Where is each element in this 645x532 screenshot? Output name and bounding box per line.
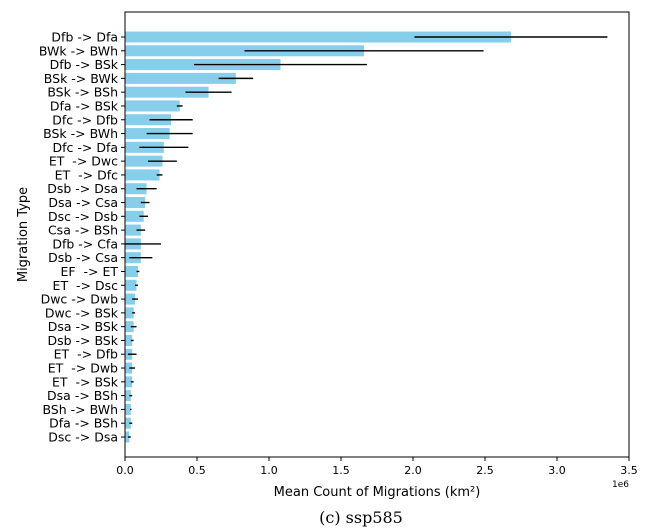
y-tick-label: Dsc -> Dsa <box>48 430 118 445</box>
y-tick-label: ET -> BSk <box>52 374 119 389</box>
x-tick-label: 1.0 <box>260 464 278 477</box>
bar <box>125 224 141 236</box>
bar <box>125 279 137 291</box>
y-tick-label: Dfc -> Dfa <box>52 140 118 155</box>
bar <box>125 114 172 126</box>
bar <box>125 362 133 374</box>
y-tick-label: Dsb -> Dsa <box>47 181 118 196</box>
x-tick-label: 2.0 <box>404 464 422 477</box>
bars-group <box>125 31 511 443</box>
y-tick-label: Dwc -> BSk <box>45 305 119 320</box>
x-tick-label: 0.5 <box>188 464 206 477</box>
y-tick-label: ET -> Dfb <box>54 347 118 362</box>
x-tick-label: 3.5 <box>620 464 638 477</box>
x-axis-offset-label: 1e6 <box>612 480 629 490</box>
bar <box>125 210 144 222</box>
y-tick-label: BSh -> BWh <box>42 402 118 417</box>
y-tick-label: Dfa -> BSk <box>50 98 119 113</box>
bar <box>125 321 134 333</box>
y-tick-label: Dsb -> Csa <box>48 250 118 265</box>
y-tick-label: Dfb -> Cfa <box>52 236 118 251</box>
y-tick-label: Dfb -> Dfa <box>51 30 118 45</box>
bar <box>125 155 163 167</box>
bar <box>125 100 180 112</box>
y-tick-label: Dwc -> Dwb <box>41 292 119 307</box>
y-tick-label: Dsa -> BSk <box>48 319 119 334</box>
y-tick-label: Dsb -> BSk <box>47 333 118 348</box>
bar <box>125 293 136 305</box>
bar <box>125 431 130 443</box>
bar <box>125 390 131 402</box>
bar <box>125 417 131 429</box>
x-tick-label: 3.0 <box>548 464 566 477</box>
y-tick-label: Dfc -> Dfb <box>52 112 118 127</box>
error-bars-group <box>125 36 608 438</box>
y-tick-label: Dfb -> BSk <box>50 57 119 72</box>
y-tick-label: ET -> Dwc <box>49 154 118 169</box>
y-tick-label: EF -> ET <box>60 264 118 279</box>
bar <box>125 403 131 415</box>
y-tick-label: ET -> Dsc <box>53 278 119 293</box>
y-tick-label: Dsa -> BSh <box>47 388 118 403</box>
y-tick-label: BSk -> BWh <box>43 126 118 141</box>
bar <box>125 86 209 98</box>
bar <box>125 265 138 277</box>
x-tick-label: 2.5 <box>476 464 494 477</box>
bar <box>125 197 146 209</box>
bar <box>125 72 236 84</box>
bar <box>125 376 133 388</box>
bar <box>125 183 147 195</box>
x-ticks-group: 0.0 0.5 1.0 1.5 2.0 2.5 3.0 3.5 <box>116 457 638 477</box>
bar <box>125 169 160 181</box>
figure-caption: (c) ssp585 <box>319 508 403 527</box>
plot-frame <box>124 11 630 458</box>
y-axis-label: Migration Type <box>16 187 31 282</box>
y-tick-label: Csa -> BSh <box>48 223 118 238</box>
bar <box>125 334 133 346</box>
y-tick-label: ET -> Dwb <box>48 361 118 376</box>
y-tick-label: BSk -> BSh <box>47 85 118 100</box>
bar <box>125 307 134 319</box>
bar <box>125 45 365 57</box>
y-tick-label: ET -> Dfc <box>55 167 118 182</box>
bar <box>125 31 511 43</box>
x-tick-label: 0.0 <box>116 464 134 477</box>
x-tick-label: 1.5 <box>332 464 350 477</box>
y-tick-label: Dfa -> BSh <box>49 416 118 431</box>
y-tick-label: BSk -> BWk <box>44 71 119 86</box>
x-axis-label: Mean Count of Migrations (km²) <box>274 485 481 500</box>
y-tick-label: Dsc -> Dsb <box>48 209 118 224</box>
y-tick-label: BWk -> BWh <box>39 43 118 58</box>
y-tick-label: Dsa -> Csa <box>48 195 118 210</box>
